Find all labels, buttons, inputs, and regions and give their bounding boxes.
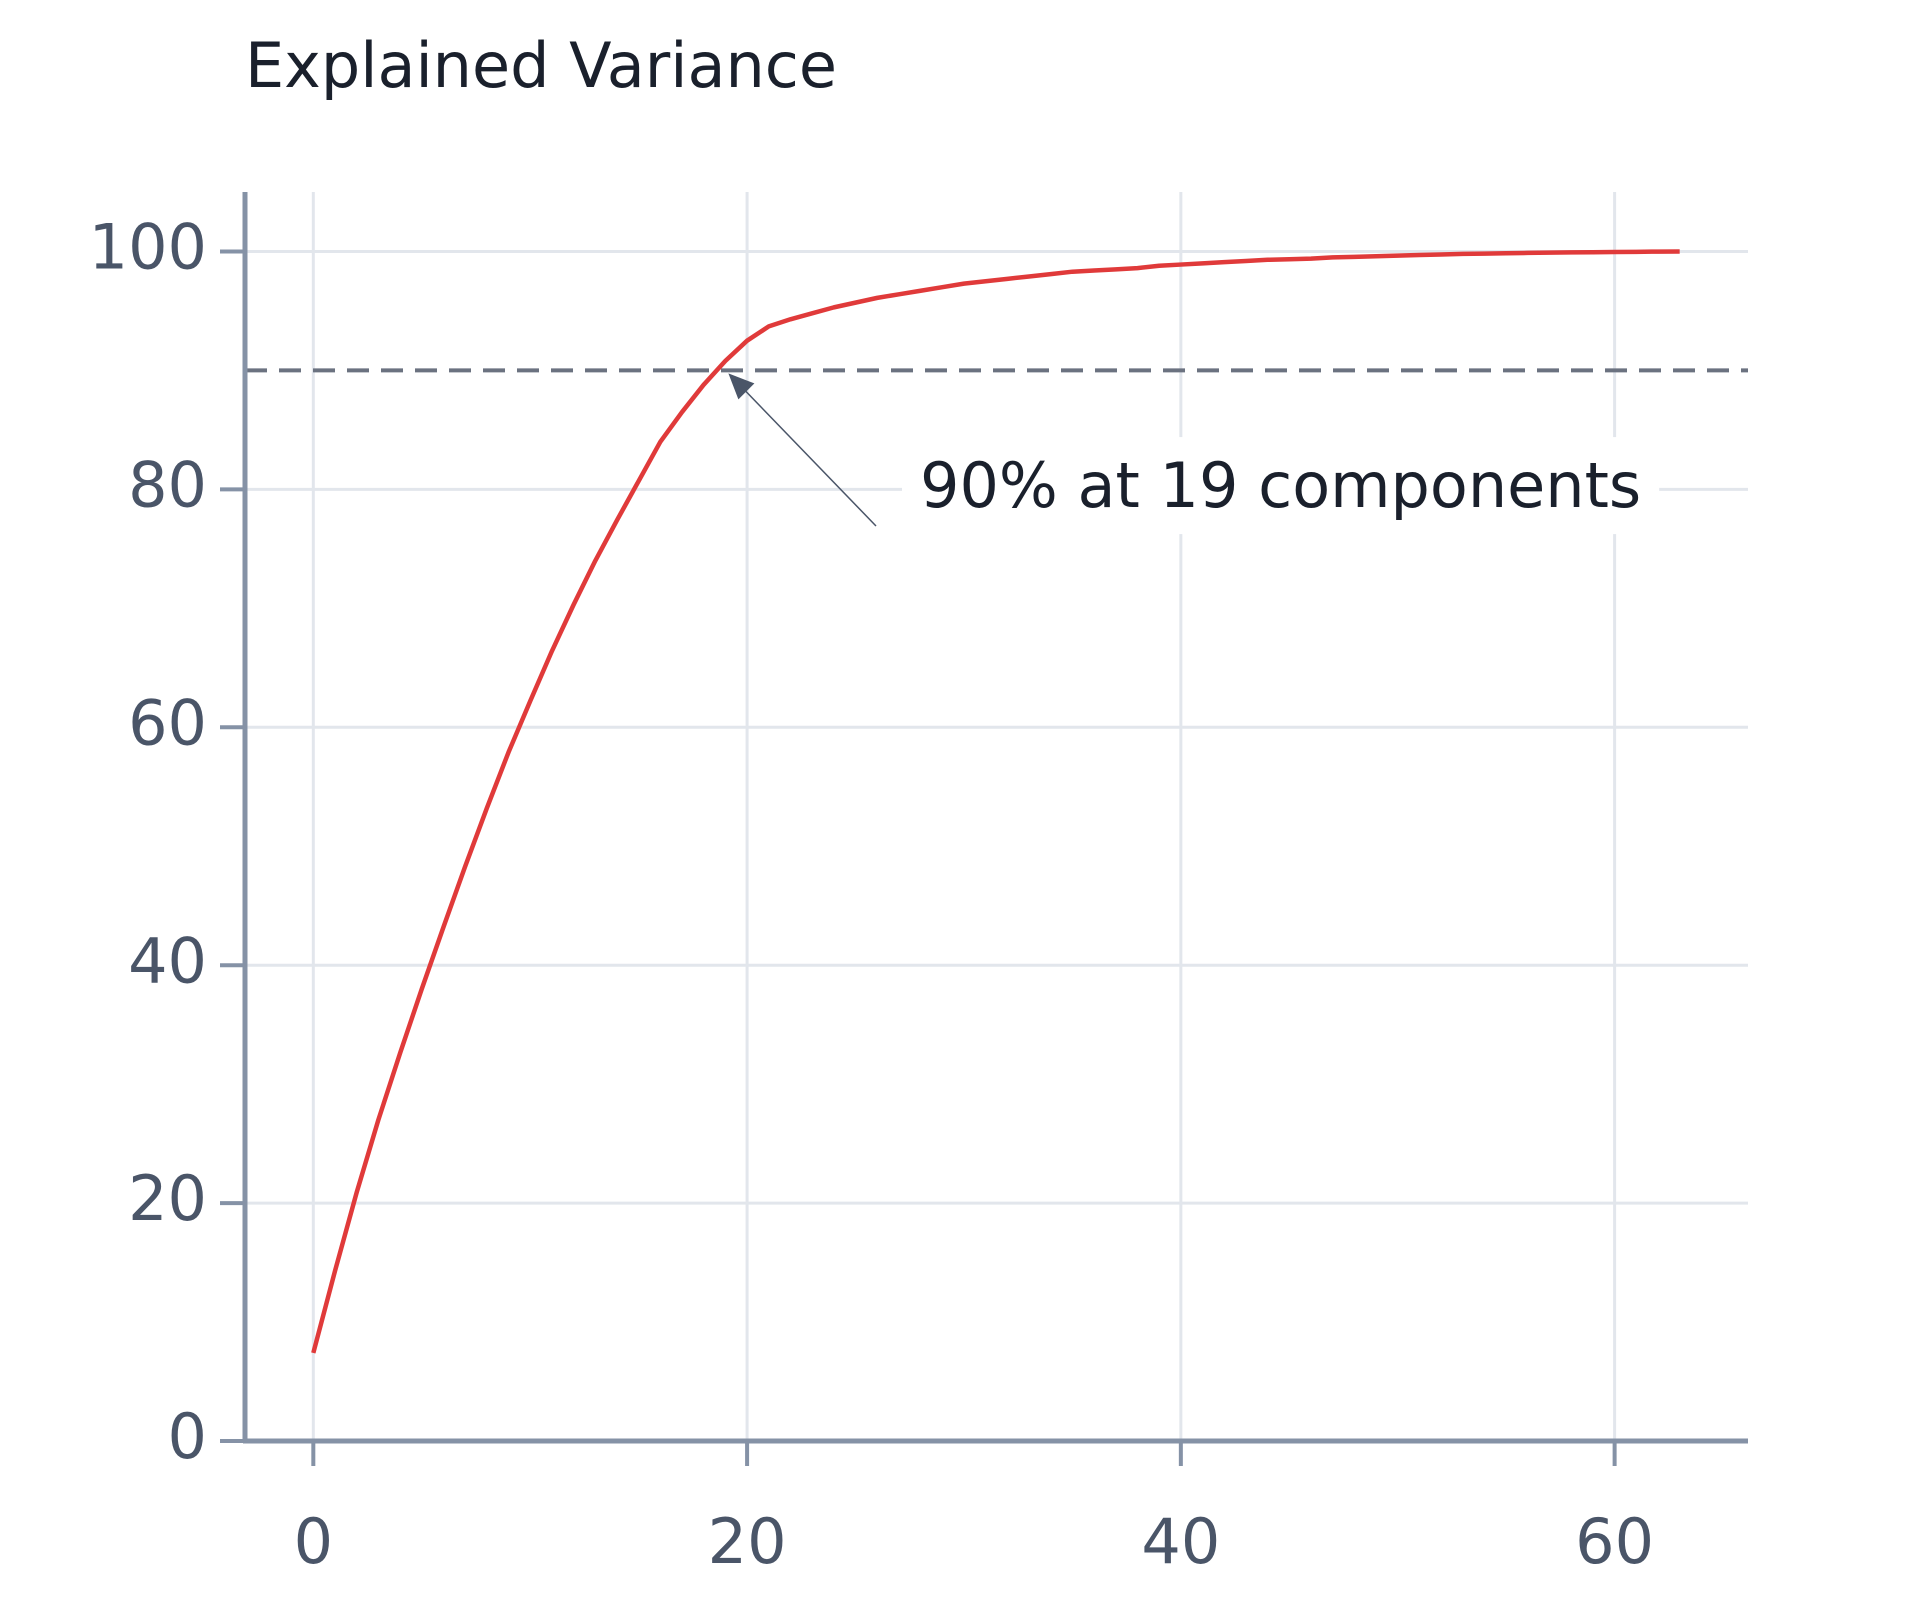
annotation-box	[902, 437, 1660, 535]
x-tick-label: 0	[294, 1505, 333, 1578]
y-tick-label: 40	[128, 924, 207, 997]
x-tick-label: 40	[1141, 1505, 1220, 1578]
x-tick-label: 20	[708, 1505, 787, 1578]
annotation-text: 90% at 19 components	[920, 449, 1641, 522]
chart-title: Explained Variance	[245, 29, 837, 102]
y-tick-label: 0	[168, 1400, 207, 1473]
data-line	[311, 249, 1680, 1354]
annotation-arrowhead	[728, 373, 755, 400]
y-tick-label: 100	[89, 211, 207, 284]
y-tick-label: 60	[128, 686, 207, 759]
x-tick-label: 60	[1575, 1505, 1654, 1578]
y-tick-label: 20	[128, 1162, 207, 1235]
annotation-arrow	[732, 377, 877, 527]
y-tick-label: 80	[128, 448, 207, 521]
